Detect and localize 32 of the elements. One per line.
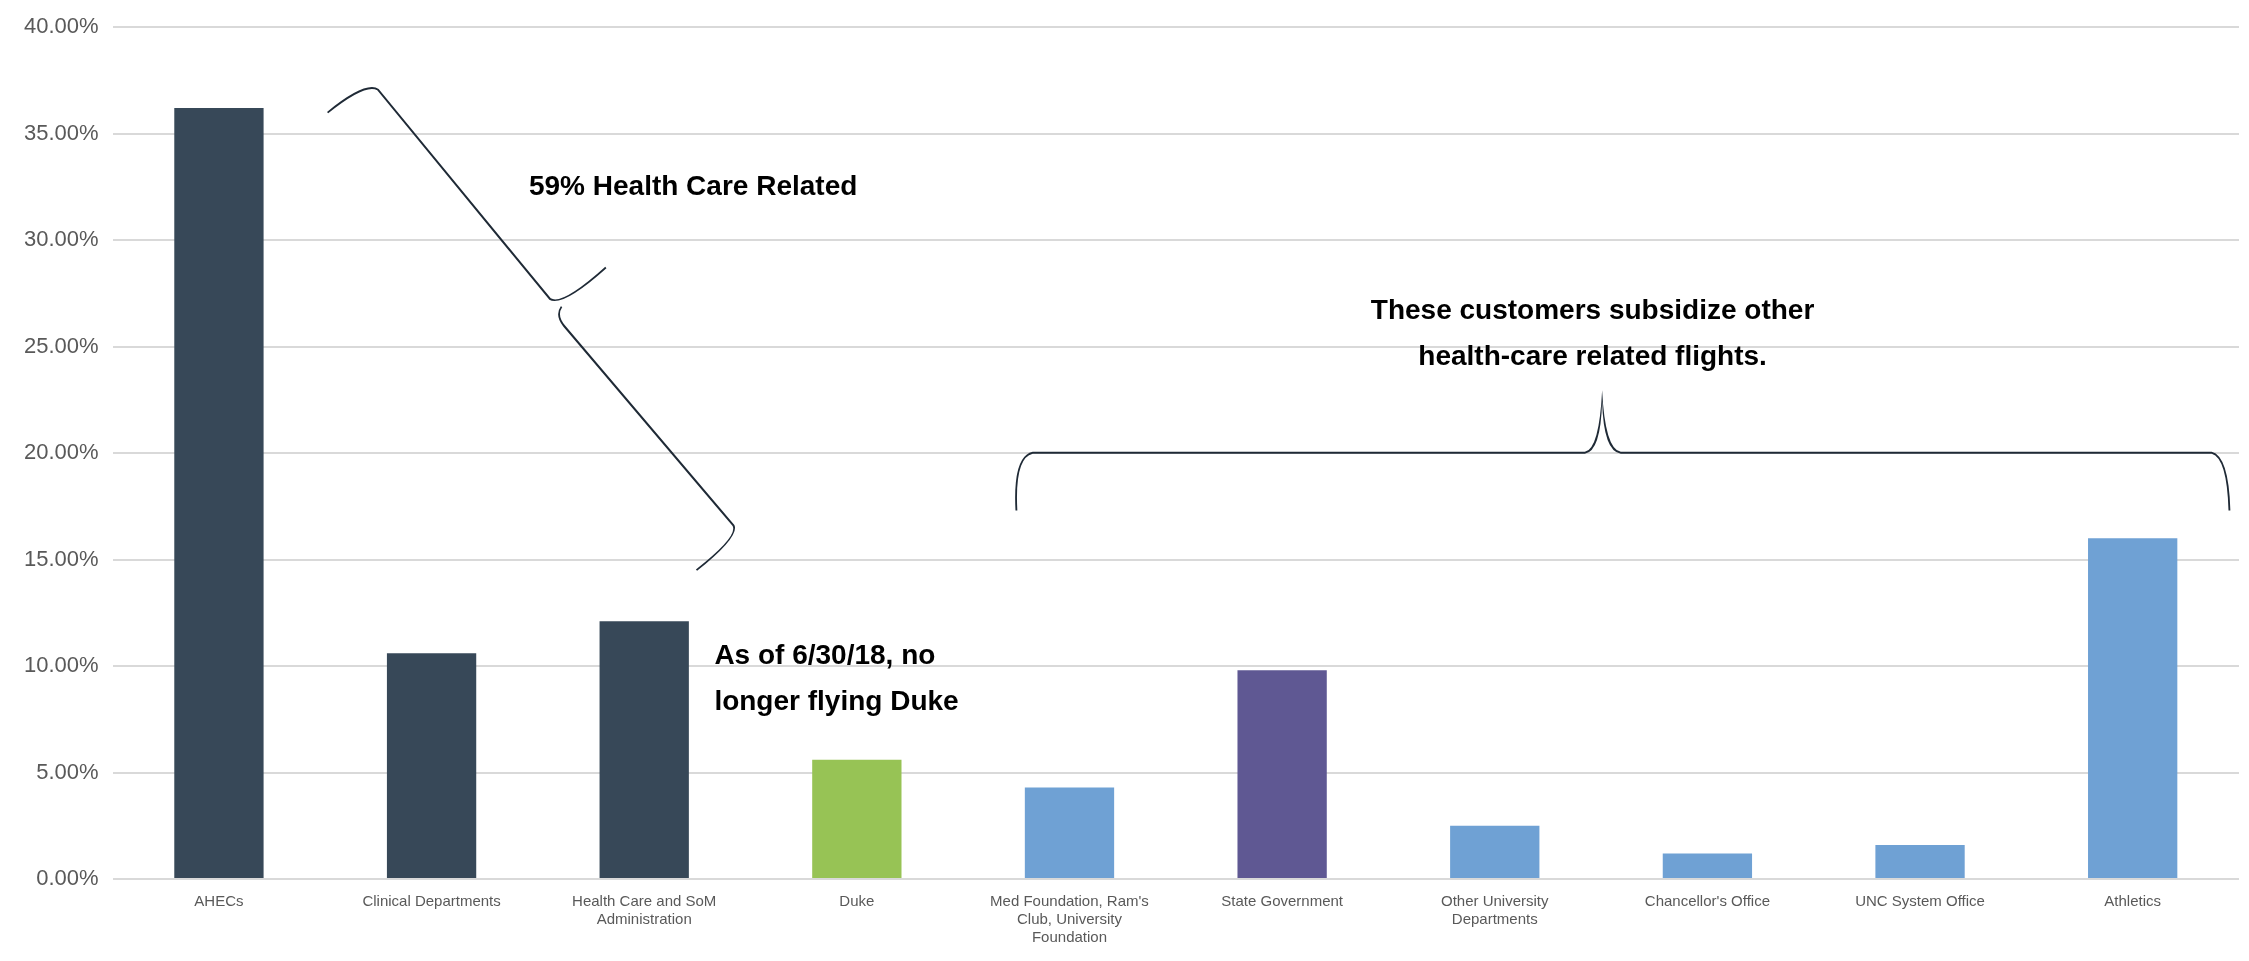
- y-tick-label: 15.00%: [23, 545, 99, 571]
- bar: [174, 108, 264, 878]
- y-tick-label: 0.00%: [36, 865, 99, 891]
- bar: [1450, 825, 1540, 878]
- y-tick-label: 35.00%: [23, 119, 99, 145]
- x-tick-label: Clinical Departments: [362, 892, 501, 910]
- bar: [1237, 670, 1327, 878]
- bar: [386, 653, 477, 878]
- y-tick-label: 30.00%: [23, 226, 99, 252]
- x-tick-label: UNC System Office: [1855, 892, 1985, 910]
- x-tick-label: AHECs: [194, 892, 244, 910]
- bar: [1875, 844, 1965, 878]
- y-tick-label: 40.00%: [23, 13, 99, 39]
- y-tick-label: 10.00%: [23, 652, 99, 678]
- x-tick-label: Duke: [839, 892, 875, 910]
- y-tick-label: 20.00%: [23, 439, 99, 465]
- x-tick-label: Athletics: [2104, 892, 2162, 910]
- y-tick-label: 25.00%: [23, 332, 99, 358]
- y-tick-label: 5.00%: [36, 758, 99, 784]
- x-tick-label: State Government: [1221, 892, 1344, 910]
- annotation: As of 6/30/18, no longer flying Duke: [714, 638, 959, 716]
- annotation: These customers subsidize other health-care related flights.: [1370, 293, 1815, 371]
- x-tick-label: Chancellor's Office: [1644, 892, 1770, 910]
- x-tick-label: Med Foundation, Ram's Club, University Foundation: [990, 892, 1149, 946]
- x-tick-label: Health Care and SoM Administration: [572, 892, 717, 928]
- x-tick-label: Other University Departments: [1441, 892, 1550, 928]
- bar: [599, 621, 689, 878]
- bar: [1662, 853, 1753, 878]
- bar: [812, 759, 902, 878]
- bar: [1024, 787, 1115, 878]
- annotation: 59% Health Care Related: [528, 169, 858, 201]
- bar: [2088, 538, 2178, 878]
